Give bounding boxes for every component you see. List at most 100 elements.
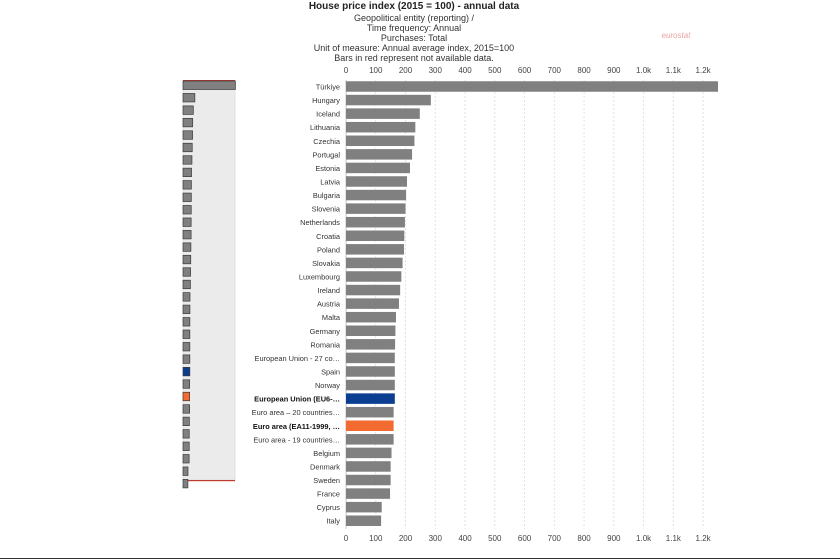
bar-28[interactable]	[346, 461, 391, 472]
overview-bar-2	[182, 105, 194, 115]
overview-bar-13	[182, 242, 192, 252]
overview-bar-5	[182, 142, 193, 153]
category-labels: Türkiye Hungary Iceland Lithuania Czechia Por…	[252, 83, 341, 526]
category-label: Austria	[317, 300, 341, 309]
x-tick-label-top: 700	[548, 66, 562, 75]
bar-4[interactable]	[346, 135, 415, 147]
bar-10[interactable]	[346, 216, 405, 228]
bar-7[interactable]	[346, 176, 408, 187]
bar-1[interactable]	[346, 94, 431, 106]
x-tick-label-top: 1.1k	[666, 66, 682, 75]
category-label: Slovakia	[312, 259, 341, 268]
bar-13[interactable]	[346, 257, 403, 269]
chart-subtitle-line-5: Bars in red represent not available data…	[334, 53, 494, 63]
bar-12[interactable]	[346, 244, 405, 255]
overview-bar-17	[182, 292, 191, 302]
bar-0[interactable]	[346, 81, 718, 92]
bar-26[interactable]	[346, 434, 394, 445]
overview-bar-21	[182, 342, 191, 352]
overview-bar-10	[182, 205, 192, 215]
x-tick-label-top: 900	[607, 66, 621, 75]
category-label: Ireland	[317, 286, 340, 295]
bar-16[interactable]	[346, 298, 399, 309]
category-label: Iceland	[316, 110, 340, 119]
x-tick-label-top: 0	[344, 66, 349, 75]
category-label: France	[317, 490, 340, 499]
bar-17[interactable]	[346, 311, 396, 323]
x-tick-label-bottom: 600	[518, 534, 532, 543]
overview-bar-11	[182, 217, 192, 227]
eurostat-watermark: eurostat	[662, 31, 692, 40]
x-tick-label-top: 500	[488, 66, 502, 75]
overview-bar-26	[182, 404, 191, 414]
x-tick-label-bottom: 400	[458, 534, 472, 543]
bar-9[interactable]	[346, 203, 406, 214]
bar-32[interactable]	[346, 515, 382, 526]
category-label: Portugal	[312, 150, 340, 159]
overview-bar-28	[182, 429, 190, 439]
overview-bar-12	[182, 230, 192, 240]
x-tick-label-bottom: 500	[488, 534, 502, 543]
bar-3[interactable]	[346, 121, 416, 133]
x-tick-label-top: 600	[518, 66, 532, 75]
category-label: Latvia	[320, 177, 341, 186]
category-label: Malta	[322, 313, 341, 322]
x-tick-label-bottom: 800	[577, 534, 591, 543]
overview-bar-27	[182, 416, 190, 426]
bar-14[interactable]	[346, 271, 402, 282]
overview-bottom-handle[interactable]	[183, 480, 235, 482]
bar-15[interactable]	[346, 284, 401, 296]
category-label: European Union - 27 co…	[255, 354, 340, 363]
bar-5[interactable]	[346, 149, 413, 160]
category-label: European Union (EU6-…	[254, 395, 340, 404]
bar-22[interactable]	[346, 379, 395, 391]
bar-29[interactable]	[346, 474, 391, 486]
category-label: Türkiye	[316, 83, 340, 92]
chart-subtitle-line-2: Time frequency: Annual	[367, 23, 461, 33]
overview-bar-23	[182, 367, 191, 377]
bar-2[interactable]	[346, 108, 420, 119]
x-tick-label-bottom: 0	[344, 534, 349, 543]
x-tick-label-top: 100	[369, 66, 383, 75]
overview-bar-25	[182, 391, 191, 402]
chart-subtitle-line-4: Unit of measure: Annual average index, 2…	[314, 43, 514, 53]
category-label: Euro area – 20 countries…	[252, 408, 340, 417]
overview-navigator[interactable]	[182, 80, 236, 489]
bar-6[interactable]	[346, 162, 410, 174]
bar-24[interactable]	[346, 406, 394, 418]
bar-21[interactable]	[346, 366, 395, 377]
bar-18[interactable]	[346, 325, 396, 337]
overview-bar-7	[182, 167, 192, 177]
bar-30[interactable]	[346, 488, 391, 499]
bar-23[interactable]	[346, 393, 395, 404]
category-label: Italy	[326, 517, 340, 526]
bars	[346, 81, 718, 526]
category-label: Poland	[317, 245, 340, 254]
x-tick-label-bottom: 1.1k	[666, 534, 682, 543]
x-axis-bottom: 0 100 200 300 400 500 600 700 800 900 1.0k 1.1k 1.2k	[344, 534, 712, 543]
category-label: Estonia	[315, 164, 341, 173]
chart-header: House price index (2015 = 100) - annual …	[309, 1, 691, 63]
x-axis-top: 0 100 200 300 400 500 600 700 800 900 1.0k 1.1k 1.2k	[344, 66, 712, 75]
bar-11[interactable]	[346, 230, 405, 242]
bar-20[interactable]	[346, 352, 395, 364]
overview-bar-8	[182, 180, 192, 190]
chart-title: House price index (2015 = 100) - annual …	[309, 1, 520, 12]
bar-31[interactable]	[346, 501, 382, 513]
overview-bar-3	[182, 117, 194, 128]
category-label: Spain	[321, 367, 340, 376]
x-tick-label-bottom: 200	[399, 534, 413, 543]
bar-19[interactable]	[346, 339, 396, 350]
page-divider	[0, 558, 840, 559]
bar-8[interactable]	[346, 189, 407, 201]
bar-27[interactable]	[346, 447, 392, 459]
overview-bar-30	[182, 454, 190, 464]
x-tick-label-top: 800	[577, 66, 591, 75]
category-label: Germany	[310, 327, 341, 336]
overview-bar-15	[182, 267, 191, 277]
bar-25[interactable]	[346, 420, 394, 432]
gridlines	[345, 80, 704, 529]
overview-bar-19	[182, 317, 191, 327]
category-label: Romania	[310, 340, 340, 349]
